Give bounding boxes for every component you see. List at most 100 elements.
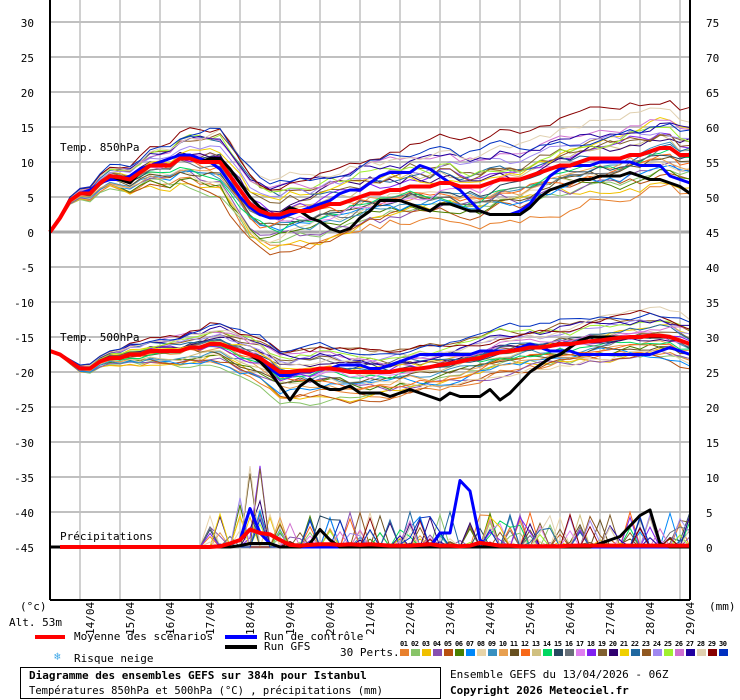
member-swatch	[455, 649, 464, 656]
member-swatch	[488, 649, 497, 656]
member-swatch	[609, 649, 618, 656]
perts-label: 30 Perts.	[340, 646, 400, 659]
member-line	[49, 100, 691, 233]
member-number: 27	[686, 640, 694, 648]
y2-tick: 30	[706, 332, 720, 345]
x-tick: 22/04	[404, 601, 417, 635]
member-line	[49, 182, 691, 251]
member-line	[49, 306, 691, 367]
y-tick: -5	[20, 262, 34, 275]
member-number: 24	[653, 640, 661, 648]
y-tick: -20	[14, 367, 34, 380]
x-tick: 26/04	[564, 601, 577, 635]
y2-tick: 45	[706, 227, 720, 240]
y2-tick: 0	[706, 542, 713, 555]
y2-tick: 55	[706, 157, 720, 170]
y-tick: 15	[20, 122, 34, 135]
member-line	[49, 319, 690, 368]
member-line	[49, 309, 691, 366]
run-info: Ensemble GEFS du 13/04/2026 - 06Z	[450, 668, 669, 681]
panel-label-precip: Précipitations	[60, 530, 153, 543]
member-swatch	[708, 649, 717, 656]
member-swatch	[543, 649, 552, 656]
member-line	[49, 312, 691, 366]
gfs-legend-label: Run GFS	[264, 640, 311, 653]
member-number: 11	[510, 640, 518, 648]
y2-tick: 10	[706, 472, 720, 485]
altitude-label: Alt. 53m	[9, 616, 62, 629]
y2-tick: 25	[706, 367, 720, 380]
member-number: 01	[400, 640, 408, 648]
member-number: 17	[576, 640, 584, 648]
member-line	[49, 176, 691, 250]
y2-tick: 60	[706, 122, 720, 135]
member-line	[49, 146, 691, 233]
y2-tick: 15	[706, 437, 720, 450]
member-swatch	[642, 649, 651, 656]
member-number: 06	[455, 640, 463, 648]
y-tick: 5	[27, 192, 34, 205]
y2-tick: 20	[706, 402, 720, 415]
member-swatch	[719, 649, 728, 656]
member-number: 04	[433, 640, 441, 648]
member-number: 20	[609, 640, 617, 648]
member-swatch	[675, 649, 684, 656]
series-line	[49, 333, 691, 374]
right-axis-unit: (mm)	[709, 600, 736, 613]
member-line	[49, 335, 691, 384]
member-line	[49, 347, 691, 403]
member-swatch	[444, 649, 453, 656]
x-tick: 18/04	[244, 601, 257, 635]
y-tick: -10	[14, 297, 34, 310]
member-number: 13	[532, 640, 540, 648]
member-line	[49, 123, 691, 233]
title-box: Diagramme des ensembles GEFS sur 384h po…	[20, 667, 441, 699]
member-number: 10	[499, 640, 507, 648]
member-number: 18	[587, 640, 595, 648]
member-line	[49, 350, 691, 387]
y-tick: -45	[14, 542, 34, 555]
x-tick: 27/04	[604, 601, 617, 635]
member-swatch	[466, 649, 475, 656]
member-swatch	[411, 649, 420, 656]
member-line	[49, 157, 691, 233]
main-series	[48, 146, 691, 549]
member-number: 14	[543, 640, 551, 648]
member-number: 26	[675, 640, 683, 648]
member-number: 22	[631, 640, 639, 648]
control-legend-line	[225, 635, 257, 639]
member-line	[49, 126, 691, 233]
member-swatch	[554, 649, 563, 656]
member-line	[49, 173, 691, 256]
mean-legend-line	[35, 635, 65, 639]
y-tick: 25	[20, 52, 34, 65]
member-number: 09	[488, 640, 496, 648]
y-tick: 10	[20, 157, 34, 170]
x-tick: 25/04	[524, 601, 537, 635]
x-tick: 28/04	[644, 601, 657, 635]
x-tick: 23/04	[444, 601, 457, 635]
member-swatch	[565, 649, 574, 656]
y2-tick: 50	[706, 192, 720, 205]
control-legend-label: Run de contrôle	[264, 630, 364, 643]
copyright: Copyright 2026 Meteociel.fr	[450, 684, 629, 697]
member-swatch	[576, 649, 585, 656]
series-line	[48, 146, 690, 234]
member-swatch	[400, 649, 409, 656]
member-swatch	[653, 649, 662, 656]
member-swatch	[598, 649, 607, 656]
member-number: 12	[521, 640, 529, 648]
member-swatch	[697, 649, 706, 656]
member-number: 30	[719, 640, 727, 648]
member-number: 05	[444, 640, 452, 648]
y2-tick: 40	[706, 262, 720, 275]
member-line	[49, 130, 691, 233]
series-line	[60, 527, 690, 549]
member-swatch	[532, 649, 541, 656]
snow-legend-label: Risque neige	[74, 652, 154, 665]
member-number: 15	[554, 640, 562, 648]
y2-tick: 5	[706, 507, 713, 520]
member-line	[49, 107, 691, 233]
member-number: 08	[477, 640, 485, 648]
chart-subtitle: Températures 850hPa et 500hPa (°C) , pré…	[29, 685, 384, 697]
